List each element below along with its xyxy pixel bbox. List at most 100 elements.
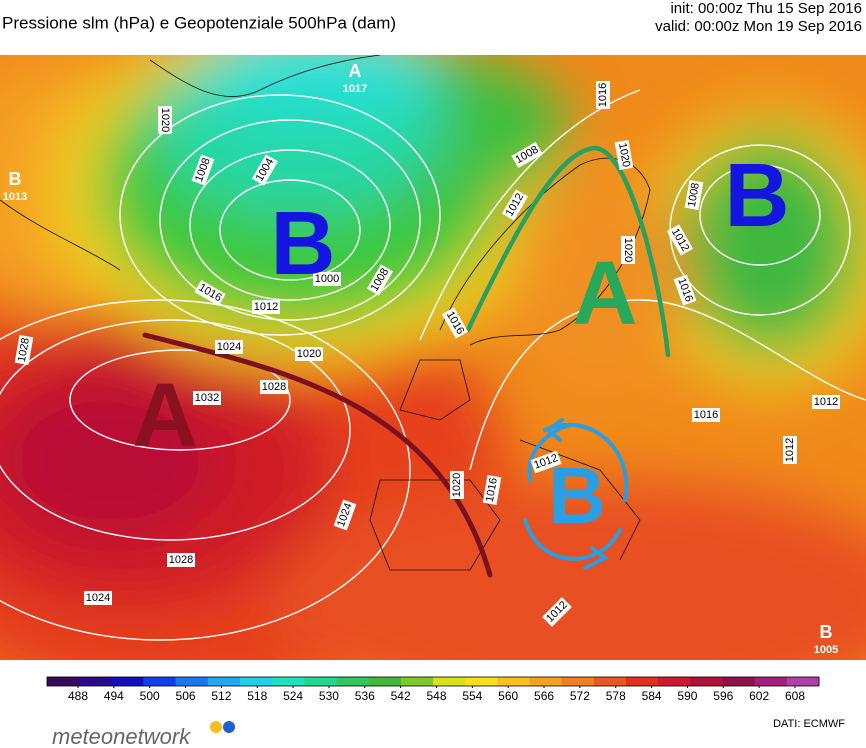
isobar-value: 1012 bbox=[254, 301, 278, 313]
center-pressure: 1013 bbox=[3, 191, 27, 203]
isobar-value: 1028 bbox=[16, 337, 32, 363]
colorbar-tick-label: 518 bbox=[247, 689, 267, 703]
colorbar-tick-label: 566 bbox=[534, 689, 554, 703]
isobar-label: 1024 bbox=[84, 591, 112, 605]
center-letter: B bbox=[548, 451, 606, 540]
isobar-label-bg bbox=[692, 408, 720, 422]
colorbar-tick-label: 608 bbox=[785, 689, 805, 703]
center-letter: A bbox=[573, 244, 638, 344]
colorbar-swatch bbox=[111, 677, 144, 686]
isobar-value: 1020 bbox=[622, 238, 634, 262]
colorbar-swatch bbox=[722, 677, 756, 686]
center-pressure: 1005 bbox=[814, 644, 838, 656]
colorbar-swatch bbox=[175, 677, 209, 686]
isobar-label-bg bbox=[366, 264, 394, 296]
colorbar-tick-label: 542 bbox=[391, 689, 411, 703]
isobar-label-bg bbox=[191, 154, 215, 186]
isobar-label-bg bbox=[193, 391, 221, 405]
isobar-label: 1012 bbox=[783, 436, 797, 464]
colorbar-tick-label: 524 bbox=[283, 689, 303, 703]
colorbar-tick-label: 512 bbox=[211, 689, 231, 703]
isobar-label-bg bbox=[14, 334, 34, 366]
isobar-value: 1008 bbox=[686, 182, 702, 208]
isobar-value: 1016 bbox=[597, 83, 609, 107]
colorbar-swatch bbox=[658, 677, 691, 686]
isobar-value: 1028 bbox=[262, 381, 286, 393]
colorbar-tick-label: 554 bbox=[462, 689, 482, 703]
colorbar-tick-label: 590 bbox=[677, 689, 697, 703]
isobar-label-bg bbox=[450, 471, 464, 499]
isobar-label: 1008 bbox=[684, 179, 704, 211]
isobar-label: 1028 bbox=[167, 553, 195, 567]
center-letter: B bbox=[725, 146, 790, 246]
isobar-value: 1012 bbox=[814, 396, 838, 408]
isobar-label: 1020 bbox=[295, 347, 323, 361]
isobar-label-bg bbox=[666, 224, 694, 256]
isobar-label: 1028 bbox=[260, 380, 288, 394]
isobar-value: 1016 bbox=[694, 409, 718, 421]
colorbar-swatch bbox=[336, 677, 370, 686]
isobar-label: 1020 bbox=[158, 106, 172, 134]
isobar-label-bg bbox=[511, 141, 543, 169]
isobar-label-bg bbox=[252, 300, 280, 314]
isobar-label: 1016 bbox=[482, 474, 502, 506]
isobar-label: 1000 bbox=[313, 272, 341, 286]
colorbar-tick-label: 578 bbox=[606, 689, 626, 703]
center-letter-small: B bbox=[820, 622, 833, 642]
colorbar-swatch bbox=[272, 677, 305, 686]
isobar-label-bg bbox=[621, 236, 635, 264]
colorbar-tick-label: 584 bbox=[642, 689, 662, 703]
colorbar-swatch bbox=[433, 677, 466, 686]
colorbar-swatch bbox=[143, 677, 177, 686]
colorbar-swatch bbox=[79, 677, 112, 686]
isobar-label-bg bbox=[530, 450, 562, 474]
isobar-label: 1008 bbox=[191, 154, 215, 186]
colorbar-tick-label: 500 bbox=[140, 689, 160, 703]
isobar-label: 1020 bbox=[450, 471, 464, 499]
isobar-label-bg bbox=[260, 380, 288, 394]
isobar-label-bg bbox=[215, 340, 243, 354]
isobar-label: 1020 bbox=[621, 236, 635, 264]
logo-dot bbox=[223, 721, 235, 733]
colorbar-swatch bbox=[561, 677, 595, 686]
colorbar-tick-label: 506 bbox=[176, 689, 196, 703]
isobar-label-bg bbox=[596, 81, 610, 109]
isobar-value: 1024 bbox=[86, 592, 110, 604]
isobar-label: 1016 bbox=[673, 274, 697, 306]
isobar-label: 1016 bbox=[596, 81, 610, 109]
isobar-label-bg bbox=[333, 499, 357, 531]
colorbar-swatch bbox=[304, 677, 337, 686]
colorbar-tick-label: 602 bbox=[749, 689, 769, 703]
isobar-label: 1024 bbox=[215, 340, 243, 354]
colorbar-swatch bbox=[400, 677, 434, 686]
isobar-value: 1028 bbox=[169, 554, 193, 566]
center-letter-small: B bbox=[9, 169, 22, 189]
isobar-label: 1012 bbox=[530, 450, 562, 474]
isobar-value: 1012 bbox=[784, 438, 796, 462]
colorbar-swatch bbox=[754, 677, 788, 686]
isobar-label-bg bbox=[441, 307, 469, 339]
isobar-value: 1000 bbox=[315, 273, 339, 285]
colorbar-swatch bbox=[207, 677, 241, 686]
isobar-label-bg bbox=[251, 154, 279, 186]
isobar-value: 1032 bbox=[195, 392, 219, 404]
isobar-value: 1020 bbox=[297, 348, 321, 360]
isobar-label: 1024 bbox=[333, 499, 357, 531]
isobar-label-bg bbox=[614, 139, 634, 171]
colorbar-tick-label: 596 bbox=[713, 689, 733, 703]
isobar-label-bg bbox=[812, 395, 840, 409]
logo-dot bbox=[210, 721, 222, 733]
isobar-label-bg bbox=[313, 272, 341, 286]
isobar-label-bg bbox=[783, 436, 797, 464]
colorbar-tick-label: 488 bbox=[68, 689, 88, 703]
isobar-label-bg bbox=[295, 347, 323, 361]
isobar-label: 1032 bbox=[193, 391, 221, 405]
isobar-value: 1020 bbox=[159, 108, 171, 132]
isobar-label-bg bbox=[84, 591, 112, 605]
map-field bbox=[0, 55, 866, 660]
colorbar-tick-label: 548 bbox=[426, 689, 446, 703]
